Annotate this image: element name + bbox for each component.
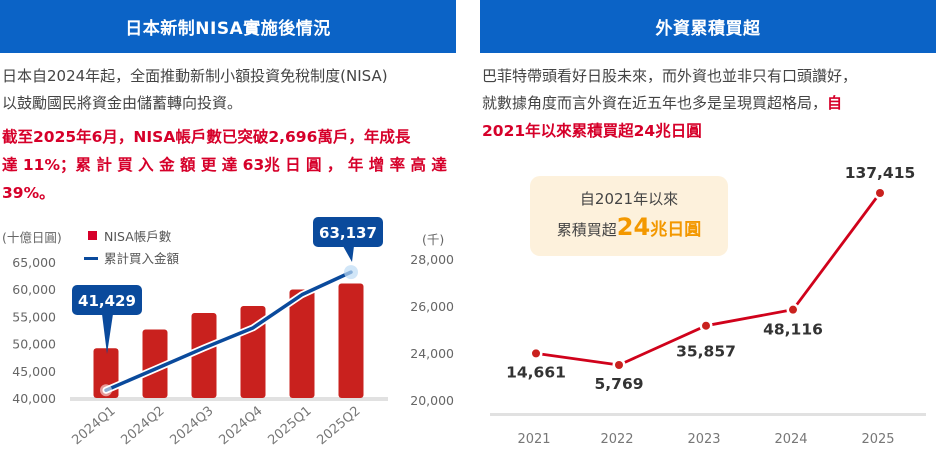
legend-line-swatch bbox=[84, 257, 98, 260]
left-axis-tick: 40,000 bbox=[12, 391, 56, 406]
foreign-x-labels: 2021 2022 2023 2024 2025 bbox=[517, 432, 894, 447]
right-axis-unit: (千) bbox=[422, 232, 444, 247]
left-axis-ticks: 40,000 45,000 50,000 55,000 60,000 65,000 bbox=[12, 255, 56, 406]
nisa-panel: 日本新制NISA實施後情況 日本自2024年起，全面推動新制小額投資免稅制度(N… bbox=[0, 0, 456, 454]
left-axis-tick: 50,000 bbox=[12, 337, 56, 352]
nisa-x-label: 2024Q2 bbox=[118, 404, 167, 449]
left-axis-unit: (十億日圓) bbox=[2, 230, 62, 245]
left-axis-tick: 65,000 bbox=[12, 255, 56, 270]
nisa-x-label: 2025Q1 bbox=[265, 404, 314, 449]
legend-bar-swatch bbox=[88, 231, 97, 240]
left-axis-tick: 55,000 bbox=[12, 309, 56, 324]
foreign-point-label: 14,661 bbox=[506, 363, 566, 381]
nisa-highlight-line-2: 達 11%；累 計 買 入 金 額 更 達 63兆 日 圓 ， 年 增 率 高 … bbox=[2, 156, 447, 174]
nisa-highlight-line-1: 截至2025年6月，NISA帳戶數已突破2,696萬戶，年成長 bbox=[2, 128, 411, 146]
right-axis-tick: 24,000 bbox=[410, 346, 454, 361]
foreign-point bbox=[532, 349, 540, 358]
nisa-x-axis bbox=[70, 397, 388, 401]
foreign-panel-header: 外資累積買超 bbox=[480, 0, 936, 53]
summary-prefix: 累積買超 bbox=[556, 221, 617, 239]
right-axis-tick: 26,000 bbox=[410, 299, 454, 314]
nisa-bars bbox=[93, 283, 364, 398]
foreign-buy-line bbox=[535, 192, 882, 367]
nisa-chart: (十億日圓) (千) 40,000 45,000 50,000 55,000 60,00… bbox=[2, 217, 454, 449]
foreign-point bbox=[702, 321, 710, 330]
foreign-point bbox=[789, 305, 797, 314]
foreign-point-label: 137,415 bbox=[845, 164, 916, 182]
nisa-intro-line-2: 以鼓勵國民將資金由儲蓄轉向投資。 bbox=[2, 94, 243, 112]
foreign-point-label: 35,857 bbox=[676, 343, 736, 361]
foreign-point bbox=[615, 361, 623, 369]
left-axis-tick: 45,000 bbox=[12, 364, 56, 379]
foreign-point bbox=[876, 189, 884, 197]
nisa-account-bar bbox=[142, 329, 168, 398]
summary-unit: 兆日圓 bbox=[650, 220, 702, 240]
nisa-intro-line-1: 日本自2024年起，全面推動新制小額投資免稅制度(NISA) bbox=[2, 67, 388, 85]
nisa-x-labels: 2024Q1 2024Q2 2024Q3 2024Q4 2025Q1 2025Q2 bbox=[69, 404, 363, 449]
summary-line-1: 自2021年以來 bbox=[579, 190, 679, 208]
nisa-start-marker bbox=[100, 384, 112, 397]
foreign-x-label: 2022 bbox=[600, 432, 633, 447]
foreign-point-label: 48,116 bbox=[763, 321, 823, 339]
foreign-intro-line-3: 2021年以來累積買超24兆日圓 bbox=[482, 122, 702, 140]
foreign-x-axis bbox=[490, 413, 926, 416]
nisa-x-label: 2024Q3 bbox=[167, 404, 216, 449]
summary-line-2: 累積買超24兆日圓 bbox=[530, 213, 728, 241]
nisa-amount-line bbox=[104, 270, 353, 392]
right-axis-tick: 28,000 bbox=[410, 252, 454, 267]
right-axis-ticks: 20,000 24,000 26,000 28,000 bbox=[410, 252, 454, 408]
nisa-line bbox=[100, 265, 358, 397]
foreign-point-label: 5,769 bbox=[594, 375, 643, 393]
right-axis-tick: 20,000 bbox=[410, 393, 454, 408]
nisa-account-bar bbox=[191, 313, 217, 398]
foreign-line bbox=[535, 192, 882, 367]
left-axis-tick: 60,000 bbox=[12, 282, 56, 297]
foreign-panel: 外資累積買超 巴菲特帶頭看好日股未來，而外資也並非只有口頭讚好， 就數據角度而言… bbox=[480, 0, 936, 454]
nisa-callouts: 41,429 63,137 bbox=[72, 217, 383, 354]
foreign-points bbox=[529, 186, 887, 372]
nisa-highlight-line-3: 39%。 bbox=[2, 184, 55, 202]
callout-box bbox=[313, 217, 383, 247]
nisa-account-bar bbox=[338, 283, 364, 398]
legend-accounts: NISA帳戶數 bbox=[104, 229, 172, 244]
foreign-x-label: 2025 bbox=[861, 432, 894, 447]
nisa-end-marker bbox=[344, 265, 358, 280]
foreign-point-labels: 14,661 5,769 35,857 48,116 137,415 bbox=[506, 164, 915, 393]
foreign-intro-line-2-red: 自 bbox=[827, 94, 843, 112]
nisa-account-bar bbox=[289, 289, 315, 398]
foreign-intro-line-2: 就數據角度而言外資在近五年也多是呈現買超格局，自 bbox=[482, 90, 936, 117]
nisa-panel-header: 日本新制NISA實施後情況 bbox=[0, 0, 456, 53]
foreign-x-label: 2024 bbox=[774, 432, 807, 447]
callout-pointer bbox=[343, 246, 354, 262]
callout-value: 41,429 bbox=[78, 292, 136, 310]
foreign-x-label: 2023 bbox=[687, 432, 720, 447]
callout-box bbox=[72, 285, 142, 315]
summary-box: 自2021年以來 累積買超24兆日圓 bbox=[530, 176, 728, 256]
foreign-intro-line-1: 巴菲特帶頭看好日股未來，而外資也並非只有口頭讚好， bbox=[482, 67, 858, 85]
callout-value: 63,137 bbox=[319, 224, 377, 242]
nisa-x-label: 2024Q1 bbox=[69, 404, 118, 449]
summary-number: 24 bbox=[616, 213, 651, 241]
legend-amount: 累計買入金額 bbox=[104, 251, 180, 266]
foreign-x-label: 2021 bbox=[517, 432, 550, 447]
nisa-x-label: 2025Q2 bbox=[314, 404, 363, 449]
foreign-intro-line-2-normal: 就數據角度而言外資在近五年也多是呈現買超格局， bbox=[482, 94, 828, 112]
callout-pointer bbox=[102, 314, 113, 354]
nisa-x-label: 2024Q4 bbox=[216, 404, 265, 449]
